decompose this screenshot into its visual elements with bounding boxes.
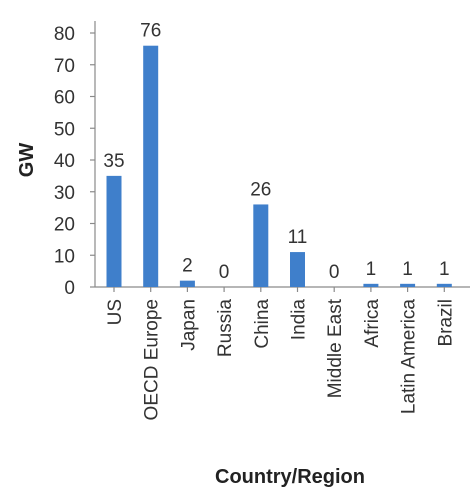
bar-japan xyxy=(179,280,195,287)
y-tick-label: 30 xyxy=(54,183,75,204)
y-tick-label: 70 xyxy=(54,56,75,77)
y-tick-label: 40 xyxy=(54,151,75,172)
bar-us xyxy=(106,175,122,287)
bar-africa xyxy=(363,283,379,287)
data-label: 1 xyxy=(402,259,413,280)
data-label: 76 xyxy=(140,21,161,42)
x-axis-title: Country/Region xyxy=(215,466,365,488)
x-tick-label: China xyxy=(252,299,273,349)
data-label: 2 xyxy=(182,256,193,277)
y-axis xyxy=(90,21,96,288)
y-tick-label: 60 xyxy=(54,88,75,109)
y-tick-label: 50 xyxy=(54,119,75,140)
data-label: 0 xyxy=(329,262,340,283)
data-label: 1 xyxy=(366,259,377,280)
data-label: 26 xyxy=(250,179,271,200)
x-tick-label: Brazil xyxy=(435,299,456,347)
x-tick-label: Middle East xyxy=(325,298,346,398)
x-tick-label: Africa xyxy=(362,299,383,348)
x-tick-label: Japan xyxy=(178,299,199,351)
x-tick-label: Latin America xyxy=(399,299,420,415)
bar-china xyxy=(253,204,269,287)
data-label: 35 xyxy=(103,151,124,172)
y-tick-label: 0 xyxy=(64,278,75,299)
y-tick-label: 20 xyxy=(54,215,75,236)
data-label: 11 xyxy=(288,227,308,248)
data-label: 0 xyxy=(219,262,230,283)
x-axis xyxy=(95,286,470,292)
bar-india xyxy=(290,252,305,287)
y-axis-title: GW xyxy=(16,143,38,178)
bar-oecd-europe xyxy=(143,45,159,288)
x-tick-label: OECD Europe xyxy=(142,299,163,420)
y-tick-label: 80 xyxy=(54,24,75,45)
data-label: 1 xyxy=(439,259,450,280)
x-tick-label: US xyxy=(105,299,126,325)
x-tick-label: India xyxy=(289,299,310,341)
x-tick-labels: US OECD Europe Japan Russia China India Middle… xyxy=(105,298,456,420)
bars xyxy=(106,45,452,288)
y-tick-label: 10 xyxy=(54,246,75,267)
x-tick-label: Russia xyxy=(215,299,236,358)
bar-brazil xyxy=(436,283,452,287)
bar-latin-america xyxy=(400,283,416,287)
y-tick-labels: 0 10 20 30 40 50 60 70 80 xyxy=(54,24,75,299)
